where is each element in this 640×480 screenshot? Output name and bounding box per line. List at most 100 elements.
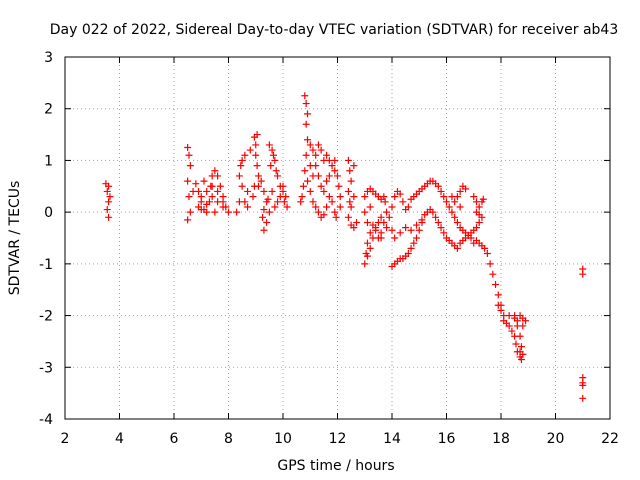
x-tick-label: 16 — [438, 431, 456, 447]
data-point — [448, 208, 456, 216]
data-point — [451, 198, 459, 206]
data-point — [309, 198, 317, 206]
data-point — [283, 203, 291, 211]
data-point — [233, 208, 241, 216]
data-point — [396, 190, 404, 198]
data-point — [346, 198, 354, 206]
data-point — [306, 141, 314, 149]
data-point — [391, 234, 399, 242]
data-point — [448, 193, 456, 201]
data-point — [336, 193, 344, 201]
data-point — [186, 162, 194, 170]
data-point — [361, 193, 369, 201]
data-point — [369, 234, 377, 242]
data-point — [244, 203, 252, 211]
data-point — [366, 229, 374, 237]
data-point — [451, 213, 459, 221]
data-point — [407, 226, 415, 234]
data-point — [184, 177, 192, 185]
data-point — [475, 203, 483, 211]
data-point — [456, 187, 464, 195]
data-point — [432, 213, 440, 221]
data-point — [335, 182, 343, 190]
data-point — [361, 260, 369, 268]
data-point — [344, 156, 352, 164]
data-point — [225, 208, 232, 216]
data-point — [445, 203, 453, 211]
data-point — [317, 182, 325, 190]
y-tick-label: 2 — [44, 102, 53, 118]
x-tick-label: 6 — [170, 431, 179, 447]
data-point — [105, 198, 113, 206]
x-axis-ticks: 2 4 6 8 10 12 14 16 18 20 22 — [61, 57, 619, 447]
x-tick-label: 2 — [61, 431, 70, 447]
data-point — [492, 281, 500, 289]
data-point — [344, 213, 352, 221]
data-point — [252, 141, 260, 149]
data-point — [494, 291, 502, 299]
data-point — [440, 229, 448, 237]
data-point — [380, 193, 388, 201]
data-point — [344, 187, 352, 195]
x-tick-label: 4 — [115, 431, 124, 447]
data-point — [216, 182, 224, 190]
data-point — [404, 203, 412, 211]
data-point — [252, 151, 260, 159]
data-point — [391, 193, 399, 201]
data-point — [219, 203, 227, 211]
data-point — [413, 234, 421, 242]
data-point — [407, 244, 415, 252]
data-point — [214, 198, 222, 206]
y-tick-label: -1 — [39, 257, 53, 273]
data-point — [280, 198, 288, 206]
data-point — [404, 250, 412, 258]
data-point — [211, 208, 219, 216]
data-point — [317, 146, 325, 154]
data-point — [260, 206, 268, 214]
data-point — [331, 167, 339, 175]
data-point — [508, 327, 516, 335]
data-point — [363, 239, 371, 247]
data-point — [269, 151, 277, 159]
data-point — [320, 211, 328, 219]
data-point — [254, 182, 262, 190]
y-tick-label: 3 — [44, 50, 53, 66]
data-point — [494, 301, 502, 309]
data-point — [328, 198, 336, 206]
data-point — [192, 180, 200, 188]
grid — [65, 57, 610, 419]
data-point — [260, 187, 268, 195]
data-point — [513, 317, 521, 325]
data-point — [323, 203, 331, 211]
y-tick-label: 0 — [44, 205, 53, 221]
data-point — [410, 239, 418, 247]
data-point — [336, 203, 344, 211]
data-point — [103, 187, 111, 195]
data-point — [505, 322, 513, 330]
y-tick-label: -4 — [39, 412, 53, 428]
data-point — [265, 141, 273, 149]
data-point — [388, 203, 396, 211]
data-point — [309, 172, 317, 180]
data-point — [350, 162, 358, 170]
data-point — [472, 224, 480, 232]
data-point — [306, 187, 314, 195]
data-point — [579, 381, 587, 389]
data-point — [312, 151, 320, 159]
data-point — [519, 322, 527, 330]
data-point — [366, 203, 374, 211]
data-point — [250, 133, 258, 141]
data-point — [385, 213, 393, 221]
data-point — [323, 177, 331, 185]
data-point — [246, 146, 254, 154]
data-point — [264, 195, 272, 203]
data-point — [304, 177, 312, 185]
data-point — [185, 151, 193, 159]
y-tick-label: 1 — [44, 153, 53, 169]
data-point — [363, 218, 371, 226]
data-point — [211, 167, 219, 175]
data-point — [304, 110, 312, 118]
data-point — [481, 244, 489, 252]
data-point — [301, 92, 309, 100]
